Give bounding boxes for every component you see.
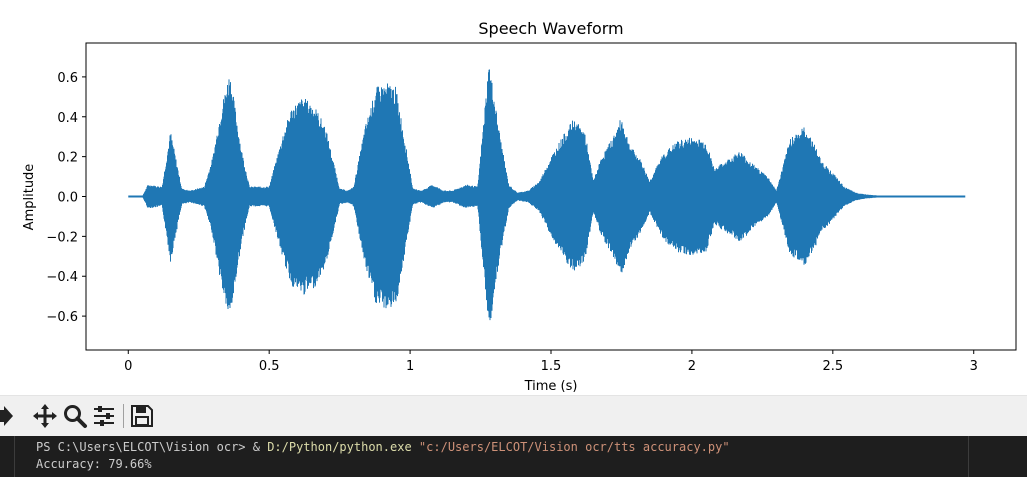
figure-toolbar [0,395,1027,437]
x-tick-label: 1.5 [541,359,562,374]
x-tick-label: 1 [406,359,414,374]
y-tick-label: −0.6 [46,310,78,325]
zoom-icon [64,405,87,428]
zoom-button[interactable] [62,403,88,429]
y-tick-label: −0.2 [46,230,78,245]
y-tick-label: 0.4 [57,111,78,126]
pan-icon [33,404,57,428]
toolbar-separator [123,404,124,428]
y-tick-label: 0.0 [57,191,78,206]
terminal-gutter [0,436,15,477]
terminal-script-path: "c:/Users/ELCOT/Vision ocr/tts accuracy.… [418,440,730,454]
terminal-output-line: Accuracy: 79.66% [36,457,152,471]
terminal-executable: D:/Python/python.exe [267,440,412,454]
figure-canvas: Speech Waveform 0 0.5 1 1.5 2 2.5 3 0.6 0.4 0.2 0… [22,19,1017,394]
terminal-side-panel [968,436,1027,477]
waveform-series [142,69,889,321]
pan-button[interactable] [32,403,58,429]
y-tick-label: 0.2 [57,151,78,166]
y-tick-label: 0.6 [57,71,78,86]
save-icon [131,405,153,427]
x-axis: 0 0.5 1 1.5 2 2.5 3 [124,350,978,374]
x-axis-label: Time (s) [524,379,578,394]
configure-subplots-button[interactable] [91,403,117,429]
x-tick-label: 3 [970,359,978,374]
x-tick-label: 0 [124,359,132,374]
y-tick-label: −0.4 [46,270,78,285]
terminal-command-line: PS C:\Users\ELCOT\Vision ocr> & D:/Pytho… [36,440,730,454]
y-axis: 0.6 0.4 0.2 0.0 −0.2 −0.4 −0.6 [46,71,86,325]
forward-button[interactable] [0,403,16,429]
x-tick-label: 0.5 [259,359,280,374]
save-button[interactable] [129,403,155,429]
terminal-panel[interactable]: PS C:\Users\ELCOT\Vision ocr> & D:/Pytho… [0,436,1027,477]
x-tick-label: 2 [688,359,696,374]
x-tick-label: 2.5 [822,359,843,374]
chart-title: Speech Waveform [478,19,623,38]
forward-icon [0,406,13,426]
y-axis-label: Amplitude [22,164,37,231]
configure-subplots-icon [94,406,114,426]
terminal-prompt: PS C:\Users\ELCOT\Vision ocr> & [36,440,268,454]
waveform-chart: Speech Waveform 0 0.5 1 1.5 2 2.5 3 0.60.40.20… [22,19,1017,394]
plot-area [128,69,966,321]
